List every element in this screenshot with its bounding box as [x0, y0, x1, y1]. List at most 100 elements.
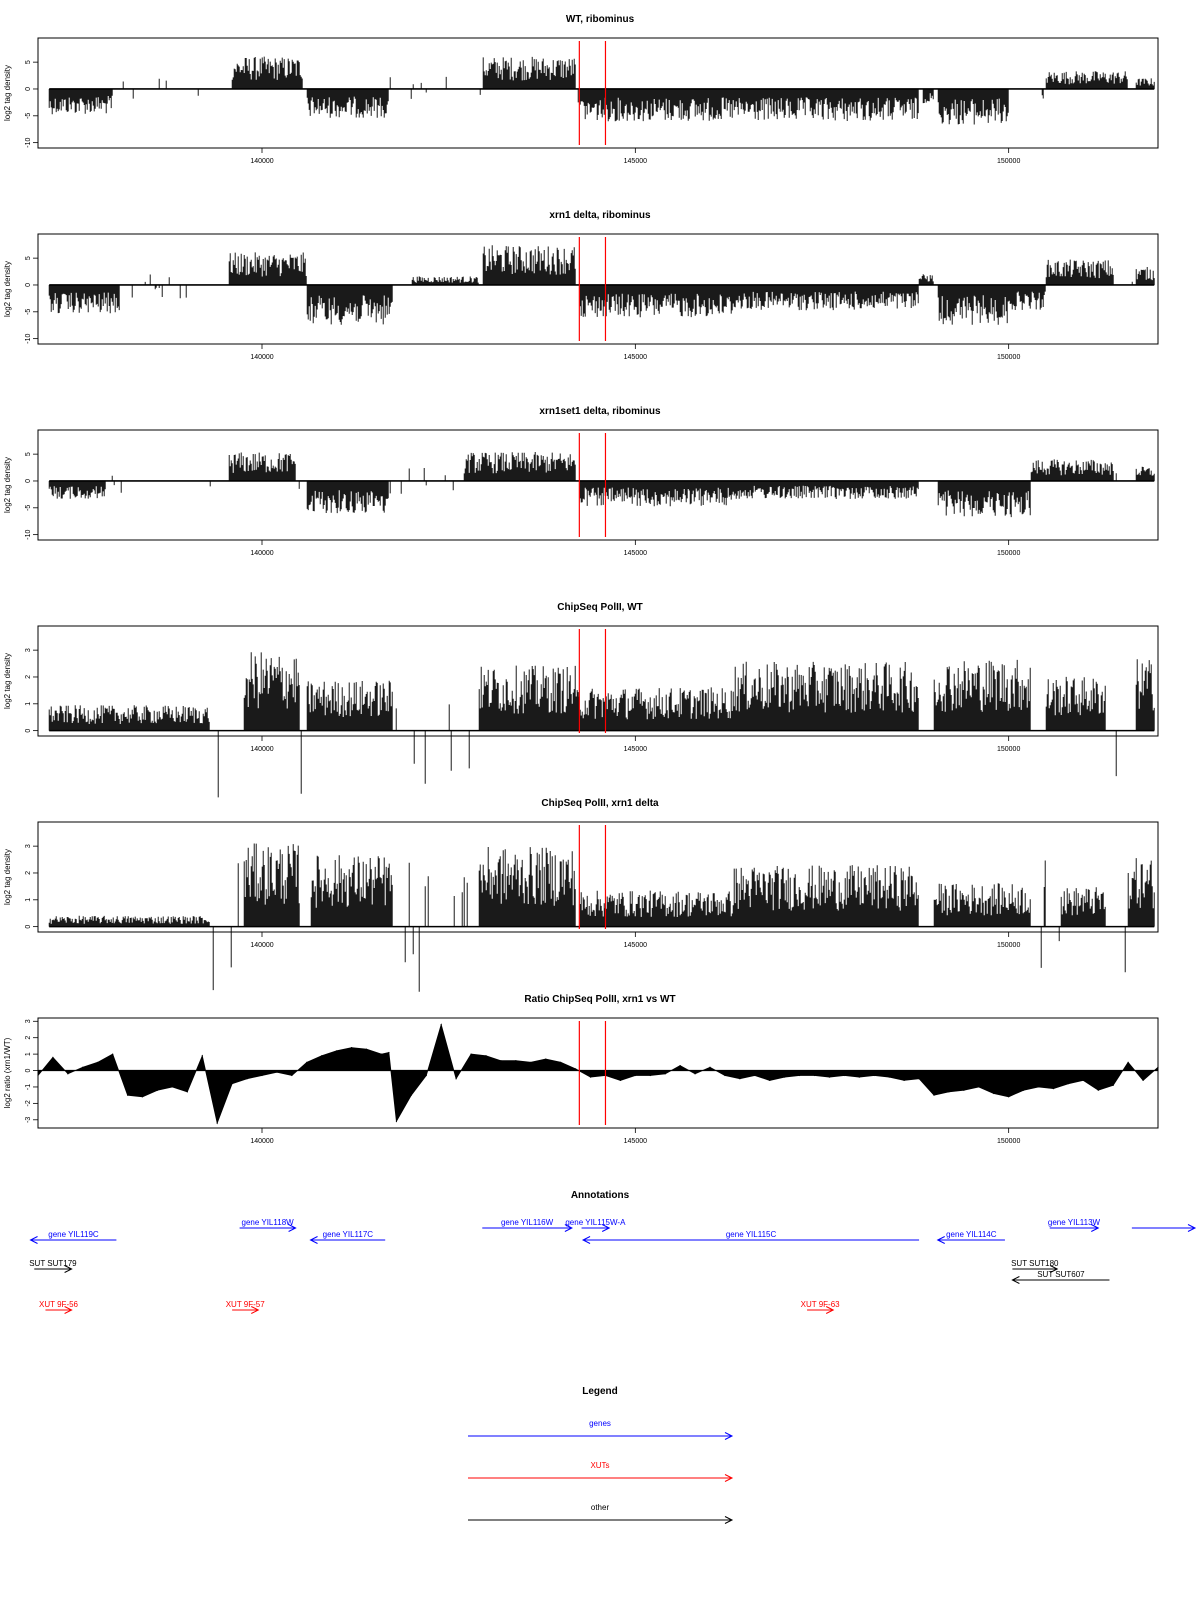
- plot-frame: [37, 429, 1159, 541]
- ratio-point: [828, 1076, 831, 1078]
- y-tick-label: 0: [25, 1068, 32, 1072]
- ratio-point: [545, 1058, 547, 1060]
- ratio-point: [82, 1066, 84, 1068]
- ratio-point: [918, 1078, 920, 1080]
- annotations-title: Annotations: [571, 1190, 630, 1201]
- ratio-point: [127, 1094, 129, 1096]
- plot-frame: [37, 625, 1159, 737]
- annotation-label: gene YIL113W: [1048, 1218, 1101, 1227]
- ratio-point: [67, 1073, 69, 1075]
- annotation-arrow-gene: gene YIL115W-A: [565, 1218, 626, 1232]
- ratio-point: [858, 1076, 860, 1078]
- ratio-point: [365, 1048, 368, 1050]
- ratio-point: [575, 1068, 577, 1070]
- signal-bars: [48, 843, 1155, 992]
- ratio-point: [52, 1056, 54, 1059]
- ratio-point: [470, 1053, 472, 1055]
- x-tick-label: 145000: [624, 158, 647, 165]
- ratio-point: [395, 1120, 397, 1123]
- ratio-point: [410, 1094, 412, 1096]
- chart-panel-5: ChipSeq PolII, xrn1 delta log2 tag densit…: [3, 798, 1159, 992]
- ratio-point: [261, 1074, 263, 1077]
- y-axis-label: log2 tag density: [3, 65, 12, 121]
- y-tick-label: 0: [25, 479, 32, 483]
- ratio-point: [813, 1074, 816, 1077]
- ratio-point: [619, 1079, 622, 1081]
- y-tick-label: -2: [25, 1100, 32, 1106]
- annotation-arrow-gene: gene YIL113W: [1048, 1218, 1101, 1232]
- annotations-track: Annotations gene YIL119C gene YIL118W gene …: [29, 1190, 1197, 1314]
- chart-title: ChipSeq PolII, xrn1 delta: [541, 798, 659, 809]
- ratio-point: [843, 1074, 846, 1077]
- ratio-point: [664, 1073, 666, 1075]
- x-tick-label: 150000: [997, 942, 1020, 949]
- chart-title: WT, ribominus: [566, 14, 635, 25]
- chart-title: ChipSeq PolII, WT: [557, 602, 643, 613]
- annotation-arrow-gene: gene YIL119C: [29, 1230, 117, 1244]
- y-tick-label: -10: [25, 333, 32, 343]
- ratio-point: [888, 1076, 890, 1078]
- annotation-arrow-gene: gene YIL116W: [482, 1218, 573, 1232]
- annotation-label: gene YIL119C: [48, 1230, 99, 1239]
- y-tick-label: 2: [25, 1036, 32, 1040]
- ratio-point: [1023, 1089, 1025, 1091]
- ratio-point: [440, 1023, 442, 1026]
- legend-label: other: [591, 1503, 610, 1512]
- ratio-point: [515, 1060, 517, 1062]
- ratio-point: [37, 1074, 39, 1077]
- ratio-point: [634, 1074, 636, 1077]
- legend-label: XUTs: [590, 1461, 609, 1470]
- x-tick-label: 145000: [624, 550, 647, 557]
- ratio-point: [903, 1079, 905, 1081]
- ratio-point: [709, 1066, 711, 1068]
- ratio-point: [141, 1096, 144, 1098]
- ratio-point: [425, 1074, 427, 1077]
- ratio-point: [171, 1086, 173, 1088]
- x-tick-label: 140000: [250, 158, 273, 165]
- ratio-point: [1008, 1096, 1010, 1098]
- annotation-arrow-other: SUT SUT179: [29, 1259, 77, 1273]
- ratio-point: [1127, 1061, 1129, 1063]
- annotation-label: gene YIL117C: [323, 1230, 374, 1239]
- signal-bars: [48, 652, 1155, 798]
- ratio-point: [186, 1091, 188, 1093]
- chart-panel-4: ChipSeq PolII, WT log2 tag density 0 1 2 3 140…: [3, 602, 1159, 798]
- annotation-label: gene YIL118W: [242, 1218, 295, 1227]
- ratio-point: [978, 1086, 980, 1088]
- ratio-point: [993, 1092, 995, 1095]
- x-tick-label: 150000: [997, 354, 1020, 361]
- ratio-point: [321, 1055, 323, 1057]
- annotation-arrow-gene: gene YIL114C: [936, 1230, 1005, 1244]
- x-tick-label: 140000: [250, 354, 273, 361]
- chart-title: xrn1set1 delta, ribominus: [539, 406, 661, 417]
- ratio-point: [1097, 1089, 1099, 1091]
- signal-bars: [48, 245, 1155, 325]
- plot-frame: [37, 37, 1159, 149]
- ratio-point: [679, 1065, 681, 1067]
- chart-panel-2: xrn1 delta, ribominus log2 tag density -10…: [3, 210, 1159, 361]
- signal-bars: [48, 56, 1155, 125]
- y-tick-label: 1: [25, 898, 32, 902]
- ratio-point: [112, 1053, 114, 1055]
- y-tick-label: 0: [25, 729, 32, 733]
- annotation-label: gene YIL114C: [946, 1230, 997, 1239]
- chart-panel-6: Ratio ChipSeq PolII, xrn1 vs WT log2 rati…: [3, 994, 1159, 1145]
- y-tick-label: 3: [25, 1019, 32, 1023]
- annotation-arrow-xut: XUT 9F-56: [39, 1300, 79, 1314]
- ratio-point: [246, 1078, 248, 1080]
- y-axis-label: log2 tag density: [3, 261, 12, 317]
- chart-panel-3: xrn1set1 delta, ribominus log2 tag densit…: [3, 406, 1159, 557]
- signal-density: [48, 56, 1155, 125]
- ratio-point: [1142, 1079, 1144, 1081]
- annotation-arrow-other: SUT SUT607: [1011, 1270, 1110, 1284]
- legend-arrow-other: other: [468, 1503, 734, 1524]
- ratio-point: [589, 1076, 592, 1078]
- x-tick-label: 140000: [250, 550, 273, 557]
- annotation-label: gene YIL116W: [501, 1218, 554, 1227]
- ratio-point: [799, 1074, 801, 1077]
- ratio-point: [754, 1074, 756, 1077]
- ratio-point: [351, 1046, 353, 1049]
- signal-density: [48, 245, 1155, 325]
- x-tick-label: 150000: [997, 158, 1020, 165]
- ratio-point: [291, 1074, 293, 1077]
